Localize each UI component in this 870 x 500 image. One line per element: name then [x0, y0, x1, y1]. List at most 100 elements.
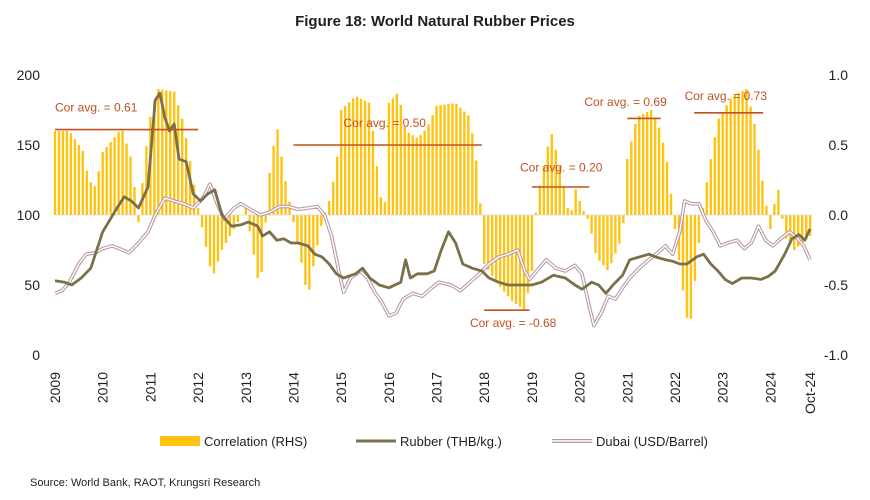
correlation-bar [419, 134, 422, 215]
correlation-bar [463, 111, 466, 215]
correlation-bar [379, 197, 383, 215]
correlation-bar [161, 89, 164, 215]
correlation-bar [339, 110, 343, 215]
correlation-bar [101, 152, 104, 215]
correlation-bar [137, 215, 140, 222]
correlation-bar [173, 91, 176, 215]
correlation-bar [733, 94, 736, 215]
correlation-bar [769, 215, 772, 229]
avg-label: Cor avg. = 0.50 [344, 116, 427, 130]
correlation-bar [681, 215, 685, 291]
correlation-bar [606, 215, 609, 271]
correlation-bar [777, 189, 780, 215]
correlation-bar [550, 134, 553, 215]
correlation-bar [129, 156, 132, 215]
correlation-bar [351, 98, 355, 215]
avg-label: Cor avg. = 0.73 [685, 89, 768, 103]
correlation-bar [133, 187, 136, 215]
correlation-bar [371, 131, 375, 215]
legend-label-rubber: Rubber (THB/kg.) [400, 434, 502, 449]
correlation-bar [415, 137, 418, 215]
correlation-bar [411, 135, 414, 215]
correlation-bar [292, 215, 295, 222]
x-tick-label: 2023 [715, 372, 731, 403]
correlation-bar [447, 104, 450, 215]
correlation-bar [649, 110, 653, 215]
right-tick-label: 0.0 [829, 207, 849, 223]
legend-label-correlation: Correlation (RHS) [204, 434, 307, 449]
correlation-bar [586, 215, 589, 219]
correlation-bar [105, 147, 108, 215]
rubber-series [54, 91, 812, 295]
correlation-bar [542, 166, 546, 215]
avg-label: Cor avg. = 0.61 [55, 100, 138, 114]
correlation-bar [387, 103, 391, 215]
correlation-bar [570, 210, 573, 215]
x-tick-label: 2012 [190, 372, 206, 403]
correlation-bar [634, 124, 637, 215]
left-tick-label: 200 [17, 67, 41, 83]
correlation-bar [312, 215, 315, 267]
correlation-bar [717, 118, 720, 215]
correlation-bar [554, 149, 557, 215]
correlation-bar [757, 149, 760, 215]
correlation-bar [510, 215, 514, 301]
correlation-bar [336, 156, 339, 215]
correlation-bar [689, 215, 693, 319]
x-tick-label: 2010 [95, 372, 111, 403]
correlation-bar [574, 189, 577, 215]
left-axis: 0 50 100 150 200 [17, 67, 41, 363]
correlation-bar [578, 201, 581, 215]
correlation-bar [729, 98, 732, 215]
correlation-bar [598, 215, 601, 261]
correlation-bar [196, 208, 200, 215]
correlation-bar [562, 186, 565, 215]
left-tick-label: 100 [17, 207, 41, 223]
right-axis: -1.0 -0.5 0.0 0.5 1.0 [824, 67, 848, 363]
correlation-bar [439, 105, 442, 215]
correlation-bar [741, 90, 744, 215]
correlation-bar [296, 215, 299, 243]
correlation-bar [169, 91, 172, 215]
correlation-bar [121, 130, 124, 215]
correlation-bar [487, 215, 490, 270]
correlation-bar [359, 98, 363, 215]
correlation-bar [459, 107, 462, 215]
correlation-bar [375, 166, 379, 215]
correlation-bar [793, 215, 796, 250]
correlation-bar [534, 212, 538, 215]
correlation-bar [188, 161, 192, 215]
correlation-bar [479, 203, 482, 215]
correlation-bar [642, 113, 645, 215]
correlation-bar [797, 215, 800, 247]
correlation-bar [256, 215, 259, 278]
correlation-bar [343, 106, 347, 215]
right-tick-label: -1.0 [824, 347, 848, 363]
correlation-bar [693, 215, 697, 281]
correlation-bar [538, 185, 542, 215]
correlation-bar [602, 215, 605, 266]
correlation-bar [89, 182, 92, 215]
correlation-bar [494, 215, 498, 282]
correlation-bar [566, 208, 569, 215]
correlation-bar [498, 215, 502, 287]
correlation-bar [657, 127, 661, 215]
correlation-bar [427, 124, 430, 215]
avg-label: Cor avg. = 0.20 [520, 161, 603, 175]
correlation-bar [669, 194, 673, 215]
correlation-bar [443, 104, 446, 215]
correlation-bar [610, 215, 613, 264]
correlation-bar [451, 103, 454, 215]
correlation-bar [65, 131, 69, 215]
x-tick-label: 2016 [381, 372, 397, 403]
correlation-bar [73, 139, 77, 215]
correlation-bar [801, 215, 804, 243]
correlation-bar [61, 131, 65, 215]
correlation-bar [157, 89, 160, 215]
correlation-bar [630, 141, 633, 215]
correlation-bar [316, 215, 319, 246]
rubber-line [54, 91, 812, 295]
correlation-bar [705, 182, 709, 215]
correlation-bar [109, 142, 112, 215]
correlation-bar [455, 103, 458, 215]
